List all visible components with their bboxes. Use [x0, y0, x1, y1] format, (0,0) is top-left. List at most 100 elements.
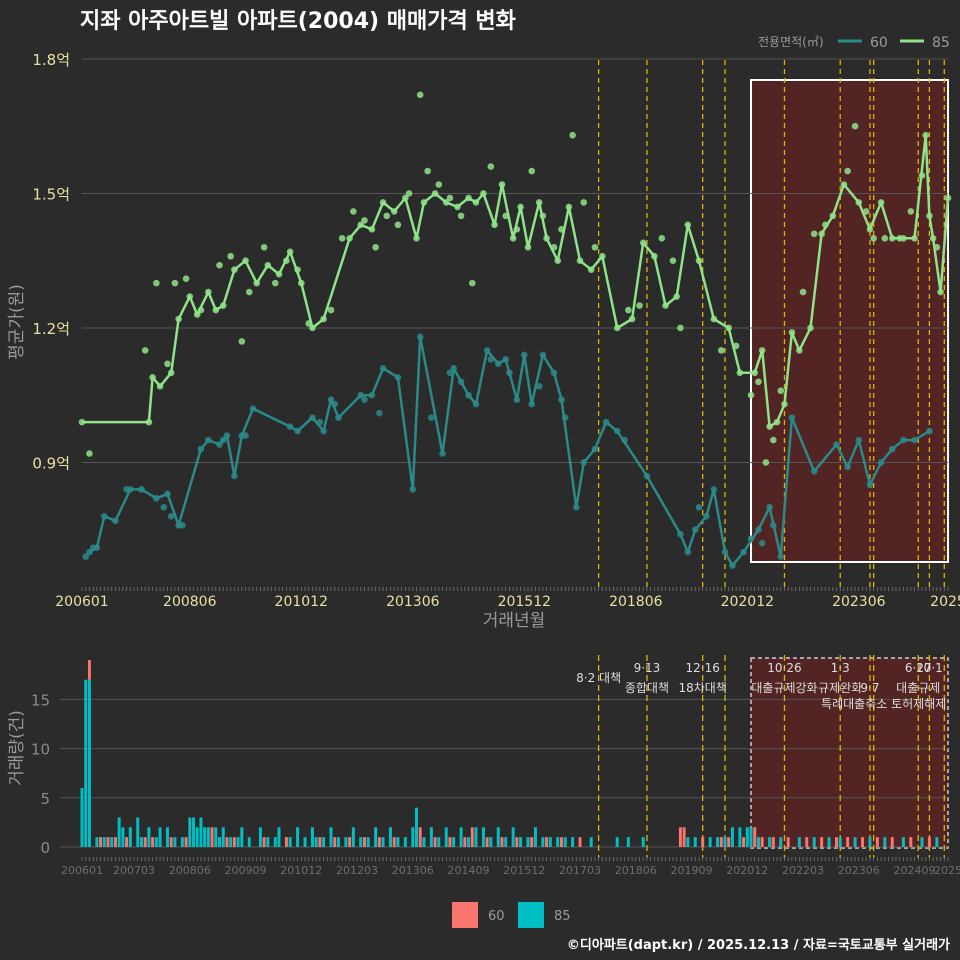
volume-x-tick-label: 201012 — [280, 864, 322, 877]
volume-bar-60 — [805, 837, 809, 847]
price-series-60 — [82, 333, 933, 569]
series-85-point — [327, 306, 335, 314]
footer-credit: ©디아파트(dapt.kr) / 2025.12.13 / 자료=국토교통부 실… — [567, 937, 950, 953]
series-85-point — [929, 235, 937, 242]
policy-annotation-date: 10·1 — [916, 661, 943, 675]
volume-bar-60 — [87, 660, 91, 680]
volume-bar-85 — [296, 827, 300, 847]
series-85-point — [907, 208, 915, 215]
series-85-point — [717, 347, 725, 354]
volume-bar-85 — [526, 837, 530, 847]
series-85-point — [922, 131, 929, 139]
price-x-tick-label: 202012 — [721, 594, 774, 610]
volume-x-tick-label: 202409 — [894, 864, 936, 877]
series-85-point — [651, 252, 658, 260]
series-85-point — [357, 221, 365, 229]
series-85-point — [628, 315, 636, 323]
series-85-point — [766, 423, 773, 430]
volume-legend: 60 85 — [452, 902, 571, 928]
series-60-point — [758, 539, 766, 547]
series-60-point — [684, 548, 692, 556]
series-85-point — [253, 279, 260, 287]
series-60-point — [844, 463, 851, 471]
series-60-point — [621, 436, 628, 444]
series-60-point — [82, 553, 90, 560]
series-85-point — [431, 190, 439, 197]
volume-bar-85 — [504, 837, 508, 847]
volume-bar-60 — [545, 837, 549, 847]
series-85-point — [829, 212, 837, 220]
volume-bar-85 — [489, 837, 493, 847]
series-60-point — [331, 400, 339, 408]
volume-bar-60 — [559, 837, 563, 847]
series-60-point — [394, 373, 402, 381]
price-y-axis-label: 평균가(원) — [7, 284, 27, 360]
volume-bar-60 — [742, 837, 746, 847]
series-85-point — [186, 293, 194, 300]
volume-bar-60 — [719, 837, 723, 847]
series-85-point — [245, 288, 253, 296]
series-85-point — [182, 275, 190, 282]
price-x-tick-label: 202306 — [832, 594, 886, 610]
series-60-point — [710, 486, 718, 493]
series-85-point — [442, 199, 450, 206]
series-60-point — [888, 445, 896, 453]
series-85-point — [822, 221, 829, 229]
series-85-point — [372, 243, 379, 251]
volume-bar-60 — [835, 837, 838, 847]
series-85-point — [212, 306, 220, 314]
series-85-point — [480, 190, 487, 197]
volume-bar-85 — [415, 807, 418, 847]
series-60-point — [777, 553, 785, 560]
series-60-point — [123, 486, 130, 493]
series-60-point — [457, 378, 465, 386]
series-85-point — [420, 199, 428, 206]
series-85-point — [424, 167, 431, 175]
series-60-point — [167, 512, 175, 520]
series-85-point — [796, 347, 803, 354]
series-85-point — [710, 315, 718, 323]
volume-bar-85 — [359, 837, 363, 847]
series-85-point — [405, 190, 413, 197]
volume-legend-85-swatch — [518, 902, 544, 928]
volume-bar-85 — [723, 837, 727, 847]
volume-y-axis-label: 거래량(건) — [7, 710, 27, 786]
volume-bar-60 — [210, 827, 214, 847]
series-60-point — [561, 414, 569, 421]
series-60-point — [677, 530, 684, 538]
series-85-point — [870, 235, 877, 242]
volume-bar-60 — [284, 837, 288, 847]
volume-bar-60 — [184, 837, 188, 847]
volume-bar-85 — [322, 837, 326, 847]
price-x-tick-label: 200806 — [163, 594, 217, 610]
series-60-point — [320, 427, 327, 435]
series-60-point — [294, 427, 301, 435]
volume-bar-85 — [188, 817, 192, 847]
series-60-point — [368, 391, 376, 399]
series-85-point — [550, 243, 558, 251]
series-85-point — [773, 418, 781, 426]
series-85-point — [175, 315, 182, 323]
series-85-point — [487, 163, 495, 170]
series-85-point — [587, 266, 595, 273]
volume-bar-85 — [812, 837, 816, 847]
series-60-point — [770, 521, 777, 529]
price-chart: 지좌 아주아트빌 아파트(2004) 매매가격 변화 0.9억 1.2억 1.5억 1… — [7, 9, 960, 631]
volume-bar-85 — [615, 837, 619, 847]
series-85-point — [911, 235, 918, 242]
volume-bar-85 — [288, 837, 292, 847]
series-85-point — [569, 131, 576, 139]
volume-bar-60 — [433, 837, 437, 847]
volume-bar-85 — [87, 679, 91, 847]
series-85-point — [141, 347, 149, 354]
series-85-point — [758, 347, 766, 354]
price-x-ticks: 200601 200806 201012 201306 201512 201806 2020… — [55, 587, 960, 610]
volume-bar-85 — [868, 837, 872, 847]
volume-bar-85 — [474, 827, 478, 847]
series-85-point — [855, 199, 863, 206]
series-85-point — [394, 221, 402, 229]
series-85-point — [591, 243, 599, 251]
series-85-point — [933, 243, 941, 251]
volume-x-tick-label: 200806 — [169, 864, 211, 877]
series-85-point — [840, 181, 848, 188]
